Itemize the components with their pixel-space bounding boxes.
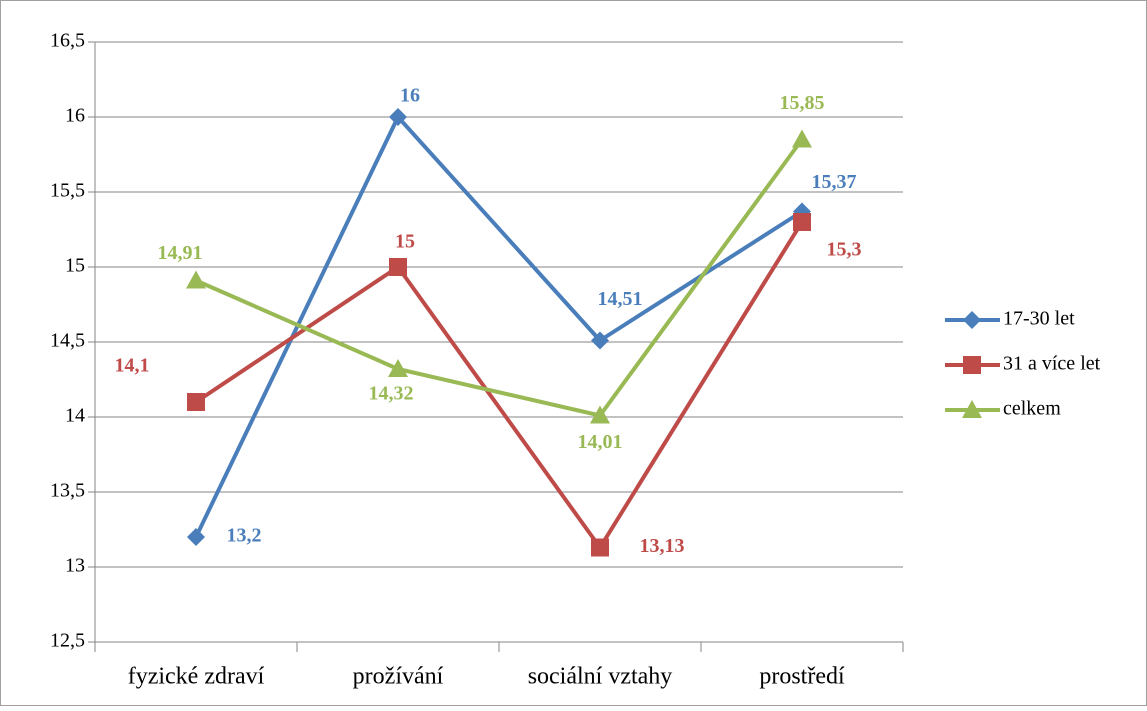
legend-marker: [963, 311, 981, 329]
data-label: 16: [400, 85, 420, 107]
data-label: 15,37: [812, 171, 857, 193]
marker: [590, 405, 610, 424]
marker: [389, 108, 407, 126]
data-label: 14,91: [158, 242, 203, 264]
legend-marker: [962, 400, 982, 418]
x-tick-label: prostředí: [759, 664, 845, 690]
data-label: 15,3: [827, 239, 862, 261]
y-tick-label: 13: [65, 555, 85, 577]
data-label: 14,51: [598, 288, 643, 310]
y-tick-label: 14,5: [50, 330, 85, 352]
legend-label: celkem: [1003, 398, 1061, 420]
series-line: [195, 138, 804, 418]
marker: [591, 331, 609, 350]
x-tick-label: fyzické zdraví: [128, 664, 265, 690]
marker: [187, 528, 205, 546]
legend-label: 31 a více let: [1003, 353, 1101, 375]
marker: [793, 213, 811, 231]
legend-marker: [963, 356, 981, 374]
data-label: 14,01: [578, 431, 623, 453]
marker: [186, 270, 206, 289]
y-tick-label: 15,5: [50, 180, 85, 202]
data-label: 14,32: [369, 383, 414, 405]
y-tick-label: 16: [65, 105, 85, 127]
x-tick-label: sociální vztahy: [528, 664, 673, 690]
y-tick-label: 12,5: [50, 630, 85, 652]
marker: [388, 359, 408, 377]
y-tick-label: 16,5: [50, 30, 85, 52]
data-label: 13,2: [227, 525, 262, 547]
marker: [792, 129, 812, 148]
y-tick-label: 14: [65, 405, 85, 427]
legend-label: 17-30 let: [1003, 308, 1075, 330]
data-label: 13,13: [640, 535, 685, 557]
data-label: 15,85: [780, 92, 825, 114]
marker: [591, 538, 609, 557]
y-tick-label: 13,5: [50, 480, 85, 502]
marker: [389, 258, 407, 276]
data-label: 15: [395, 231, 415, 253]
x-tick-label: prožívání: [353, 664, 444, 690]
series-line: [194, 220, 804, 550]
data-label: 14,1: [115, 355, 150, 377]
marker: [187, 393, 205, 411]
y-tick-label: 15: [65, 255, 85, 277]
